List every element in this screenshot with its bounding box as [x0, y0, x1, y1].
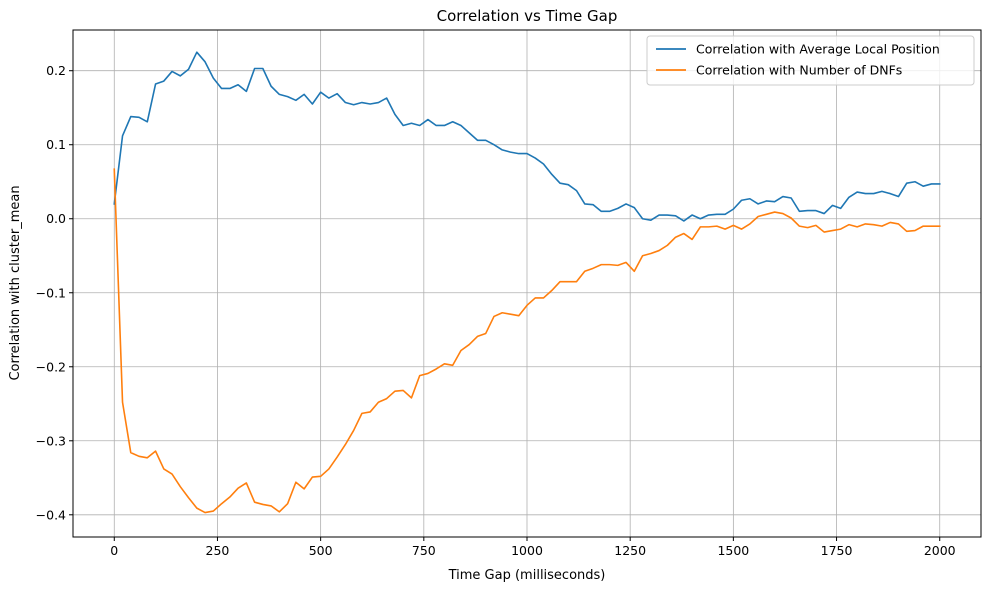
y-tick-label: −0.1 — [36, 285, 66, 300]
x-tick-label: 0 — [110, 543, 118, 558]
grid-layer — [73, 30, 981, 537]
x-tick-label: 500 — [309, 543, 333, 558]
y-tick-label: −0.3 — [36, 433, 66, 448]
legend-label-1: Correlation with Number of DNFs — [696, 63, 902, 78]
y-tick-label: 0.2 — [46, 63, 66, 78]
x-tick-label: 1250 — [614, 543, 646, 558]
x-tick-label: 1750 — [821, 543, 853, 558]
legend: Correlation with Average Local Position … — [646, 35, 975, 86]
chart-title: Correlation vs Time Gap — [437, 7, 618, 25]
y-tick-label: −0.2 — [36, 359, 66, 374]
x-tick-label: 1500 — [717, 543, 749, 558]
legend-label-0: Correlation with Average Local Position — [696, 42, 940, 57]
x-tick-label: 2000 — [924, 543, 956, 558]
y-tick-label: 0.1 — [46, 137, 66, 152]
y-axis-label: Correlation with cluster_mean — [8, 185, 23, 380]
y-tick-label: −0.4 — [36, 507, 66, 522]
y-tick-label: 0.0 — [46, 211, 66, 226]
y-axis-ticks: −0.4 −0.3 −0.2 −0.1 0.0 0.1 0.2 — [36, 63, 73, 522]
x-tick-label: 250 — [206, 543, 230, 558]
series-layer — [113, 51, 941, 514]
series-line-1 — [113, 168, 941, 514]
x-tick-label: 1000 — [511, 543, 543, 558]
x-axis-ticks: 0 250 500 750 1000 1250 1500 1750 2000 — [110, 537, 956, 558]
x-tick-label: 750 — [412, 543, 436, 558]
series-line-0 — [113, 51, 941, 222]
legend-box — [646, 35, 975, 86]
x-axis-label: Time Gap (milliseconds) — [448, 568, 606, 583]
